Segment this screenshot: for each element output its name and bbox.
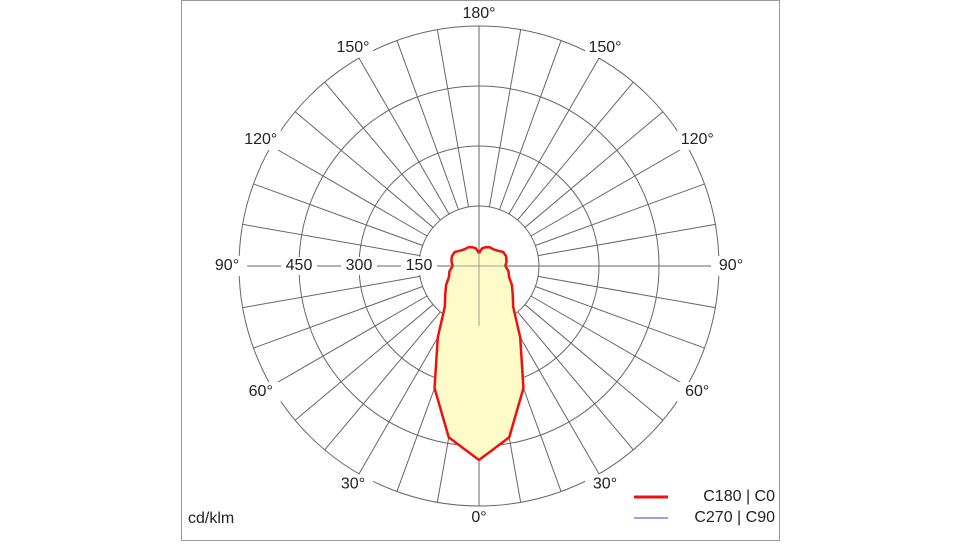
angle-label: 30° xyxy=(341,475,365,492)
angle-label: 150° xyxy=(336,39,369,56)
spoke xyxy=(488,29,522,207)
spoke xyxy=(270,145,428,237)
spoke xyxy=(253,286,423,349)
spoke xyxy=(538,275,716,309)
spoke xyxy=(538,223,716,257)
angle-label: 120° xyxy=(244,131,277,148)
spoke xyxy=(517,311,634,451)
spoke xyxy=(524,304,664,421)
spoke xyxy=(508,317,600,475)
label-bg xyxy=(240,130,281,150)
spoke xyxy=(530,295,688,387)
label-bg xyxy=(333,37,373,58)
label-bg xyxy=(459,4,499,24)
legend-label: C270 | C90 xyxy=(694,509,775,526)
spoke xyxy=(324,311,441,451)
label-bg xyxy=(333,474,373,495)
spoke xyxy=(535,286,705,349)
spoke xyxy=(270,295,428,387)
angle-label: 150° xyxy=(588,39,621,56)
spoke xyxy=(436,29,470,207)
spoke xyxy=(242,275,420,309)
angle-label: 60° xyxy=(685,383,709,400)
spoke xyxy=(358,57,450,215)
spoke xyxy=(517,81,634,221)
spoke xyxy=(294,304,434,421)
spoke xyxy=(524,111,664,228)
label-bg xyxy=(677,382,718,402)
r-tick-label: 300 xyxy=(346,257,373,274)
angle-label: 60° xyxy=(249,383,273,400)
label-bg xyxy=(281,257,317,275)
label-bg xyxy=(585,37,625,58)
spoke xyxy=(396,40,459,210)
spoke xyxy=(508,57,600,215)
label-bg xyxy=(677,130,718,150)
label-bg xyxy=(585,474,625,495)
label-bg xyxy=(459,508,499,528)
spoke xyxy=(324,81,441,221)
label-bg xyxy=(240,382,281,402)
spoke xyxy=(499,40,562,210)
angle-label: 180° xyxy=(462,5,495,22)
angle-label: 90° xyxy=(215,257,239,274)
angle-label: 30° xyxy=(593,475,617,492)
spoke xyxy=(530,145,688,237)
r-tick-label: 450 xyxy=(286,257,313,274)
label-bg xyxy=(341,257,377,275)
angle-label: 120° xyxy=(681,131,714,148)
spoke xyxy=(535,183,705,246)
label-bg xyxy=(401,257,437,275)
spoke xyxy=(358,317,450,475)
unit-label: cd/klm xyxy=(188,510,234,527)
label-bg xyxy=(207,256,247,276)
angle-label: 0° xyxy=(471,509,486,526)
spoke xyxy=(294,111,434,228)
spoke xyxy=(253,183,423,246)
angle-label: 90° xyxy=(719,257,743,274)
label-bg xyxy=(711,256,751,276)
spoke xyxy=(242,223,420,257)
r-tick-label: 150 xyxy=(406,257,433,274)
legend-label: C180 | C0 xyxy=(703,488,775,505)
